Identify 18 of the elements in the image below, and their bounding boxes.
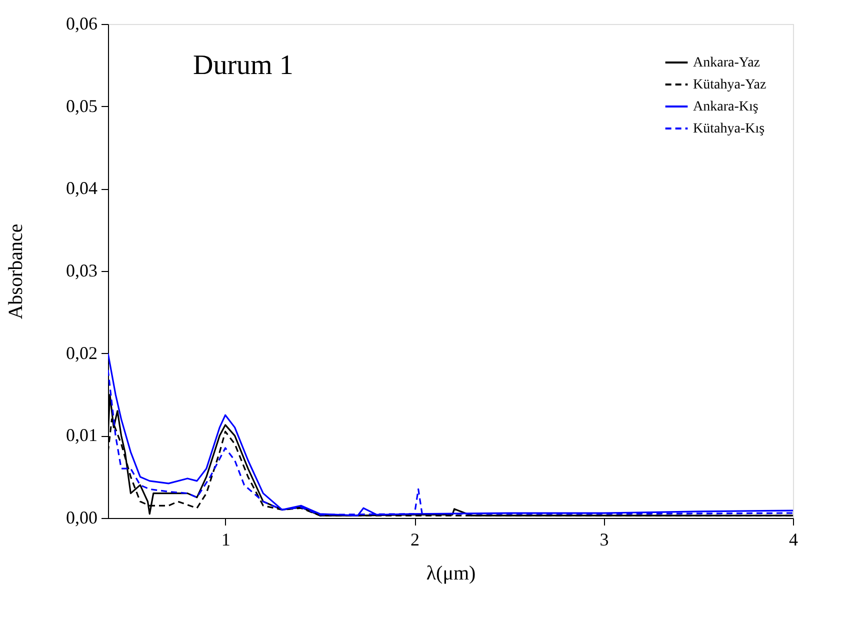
y-axis-title: Absorbance: [5, 224, 27, 320]
x-tick-label: 2: [410, 530, 420, 550]
x-tick-label: 4: [789, 530, 798, 550]
y-tick-label: 0,02: [66, 342, 98, 363]
y-tick-label: 0,06: [66, 14, 98, 34]
y-tick-label: 0,03: [66, 260, 98, 280]
x-tick-label: 1: [221, 530, 230, 550]
x-tick-label: 3: [600, 530, 609, 550]
legend-label: Ankara-Yaz: [693, 56, 760, 70]
y-tick-label: 0,04: [66, 178, 98, 198]
legend-label: Kütahya-Yaz: [693, 78, 766, 92]
annotation: Durum 1: [193, 50, 294, 81]
y-tick-label: 0,01: [66, 425, 98, 446]
y-tick-label: 0,05: [66, 96, 98, 116]
y-tick-label: 0,00: [66, 508, 98, 528]
x-axis-title: λ(μm): [426, 562, 476, 584]
legend-label: Ankara-Kış: [693, 100, 758, 114]
legend-label: Kütahya-Kış: [693, 122, 765, 136]
